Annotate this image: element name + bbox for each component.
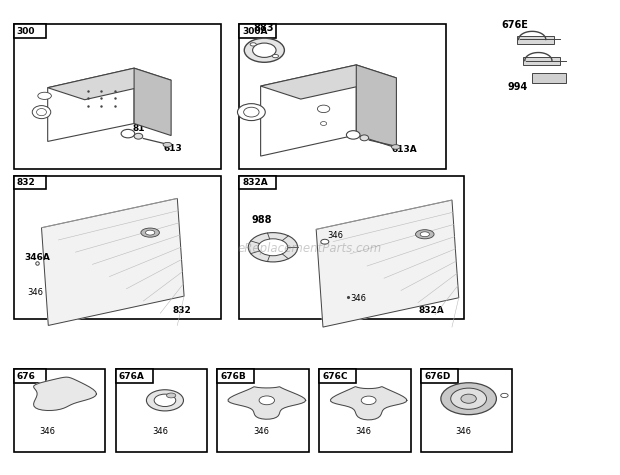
Polygon shape <box>330 387 407 420</box>
Bar <box>218 370 309 453</box>
Text: 346: 346 <box>27 288 43 297</box>
Text: 832A: 832A <box>418 306 445 315</box>
Bar <box>115 370 207 453</box>
Text: 676E: 676E <box>502 20 528 30</box>
Text: 346: 346 <box>355 427 371 436</box>
Ellipse shape <box>237 104 265 121</box>
Ellipse shape <box>141 228 159 237</box>
Ellipse shape <box>167 393 175 398</box>
Bar <box>239 176 464 319</box>
Polygon shape <box>42 199 184 325</box>
Text: 676B: 676B <box>221 372 246 381</box>
Ellipse shape <box>146 390 184 411</box>
Bar <box>14 176 221 319</box>
Ellipse shape <box>347 131 360 139</box>
Polygon shape <box>48 68 171 100</box>
Polygon shape <box>532 73 566 83</box>
Text: 81: 81 <box>358 124 371 133</box>
Bar <box>319 370 356 383</box>
Bar <box>239 24 446 169</box>
Text: 300A: 300A <box>242 27 268 36</box>
Ellipse shape <box>248 233 298 262</box>
Text: 676A: 676A <box>118 372 144 381</box>
Text: 832: 832 <box>17 178 35 187</box>
Bar <box>319 370 410 453</box>
Ellipse shape <box>259 396 275 405</box>
Ellipse shape <box>252 43 276 57</box>
Polygon shape <box>356 65 396 148</box>
Ellipse shape <box>154 394 175 407</box>
Text: 994: 994 <box>508 82 528 92</box>
Text: eReplacementParts.com: eReplacementParts.com <box>238 242 382 256</box>
Bar <box>115 370 153 383</box>
Text: 346: 346 <box>40 427 56 436</box>
Text: 883: 883 <box>253 23 273 33</box>
Ellipse shape <box>321 239 329 244</box>
Ellipse shape <box>163 142 172 147</box>
Text: 81: 81 <box>133 124 145 133</box>
Bar <box>421 370 458 383</box>
Text: 832: 832 <box>173 306 192 315</box>
Ellipse shape <box>420 232 430 237</box>
Ellipse shape <box>258 239 288 256</box>
Ellipse shape <box>146 230 155 235</box>
Ellipse shape <box>360 135 369 141</box>
Text: 346: 346 <box>350 294 366 303</box>
Bar <box>14 370 46 383</box>
Polygon shape <box>523 57 560 65</box>
Bar <box>421 370 513 453</box>
Text: 346: 346 <box>455 427 471 436</box>
Ellipse shape <box>415 230 434 239</box>
Bar <box>14 370 105 453</box>
Ellipse shape <box>134 133 143 139</box>
Text: 346A: 346A <box>25 253 51 262</box>
Text: 346: 346 <box>327 231 343 240</box>
Ellipse shape <box>361 396 376 405</box>
Polygon shape <box>516 36 554 44</box>
Bar <box>239 24 276 38</box>
Ellipse shape <box>391 145 400 149</box>
Polygon shape <box>260 65 356 156</box>
Bar <box>239 176 276 190</box>
Ellipse shape <box>451 388 487 409</box>
Text: 676: 676 <box>17 372 36 381</box>
Polygon shape <box>228 387 306 419</box>
Text: 346: 346 <box>152 427 168 436</box>
Bar <box>14 24 46 38</box>
Polygon shape <box>260 65 396 99</box>
Ellipse shape <box>461 394 476 403</box>
Polygon shape <box>33 377 97 410</box>
Text: 832A: 832A <box>242 178 268 187</box>
Polygon shape <box>48 68 134 142</box>
Ellipse shape <box>250 43 256 46</box>
Text: 300: 300 <box>17 27 35 36</box>
Ellipse shape <box>441 383 497 415</box>
Polygon shape <box>134 68 171 135</box>
Ellipse shape <box>244 38 285 62</box>
Polygon shape <box>316 200 459 327</box>
Bar <box>14 24 221 169</box>
Ellipse shape <box>121 129 135 138</box>
Ellipse shape <box>32 105 51 119</box>
Text: 613A: 613A <box>391 145 417 154</box>
Bar <box>218 370 254 383</box>
Ellipse shape <box>501 393 508 398</box>
Text: 676D: 676D <box>424 372 451 381</box>
Text: 988: 988 <box>251 215 272 225</box>
Text: 613: 613 <box>163 144 182 153</box>
Text: 676C: 676C <box>322 372 348 381</box>
Ellipse shape <box>38 92 51 99</box>
Text: 346: 346 <box>253 427 269 436</box>
Bar <box>14 176 46 190</box>
Ellipse shape <box>272 55 278 58</box>
